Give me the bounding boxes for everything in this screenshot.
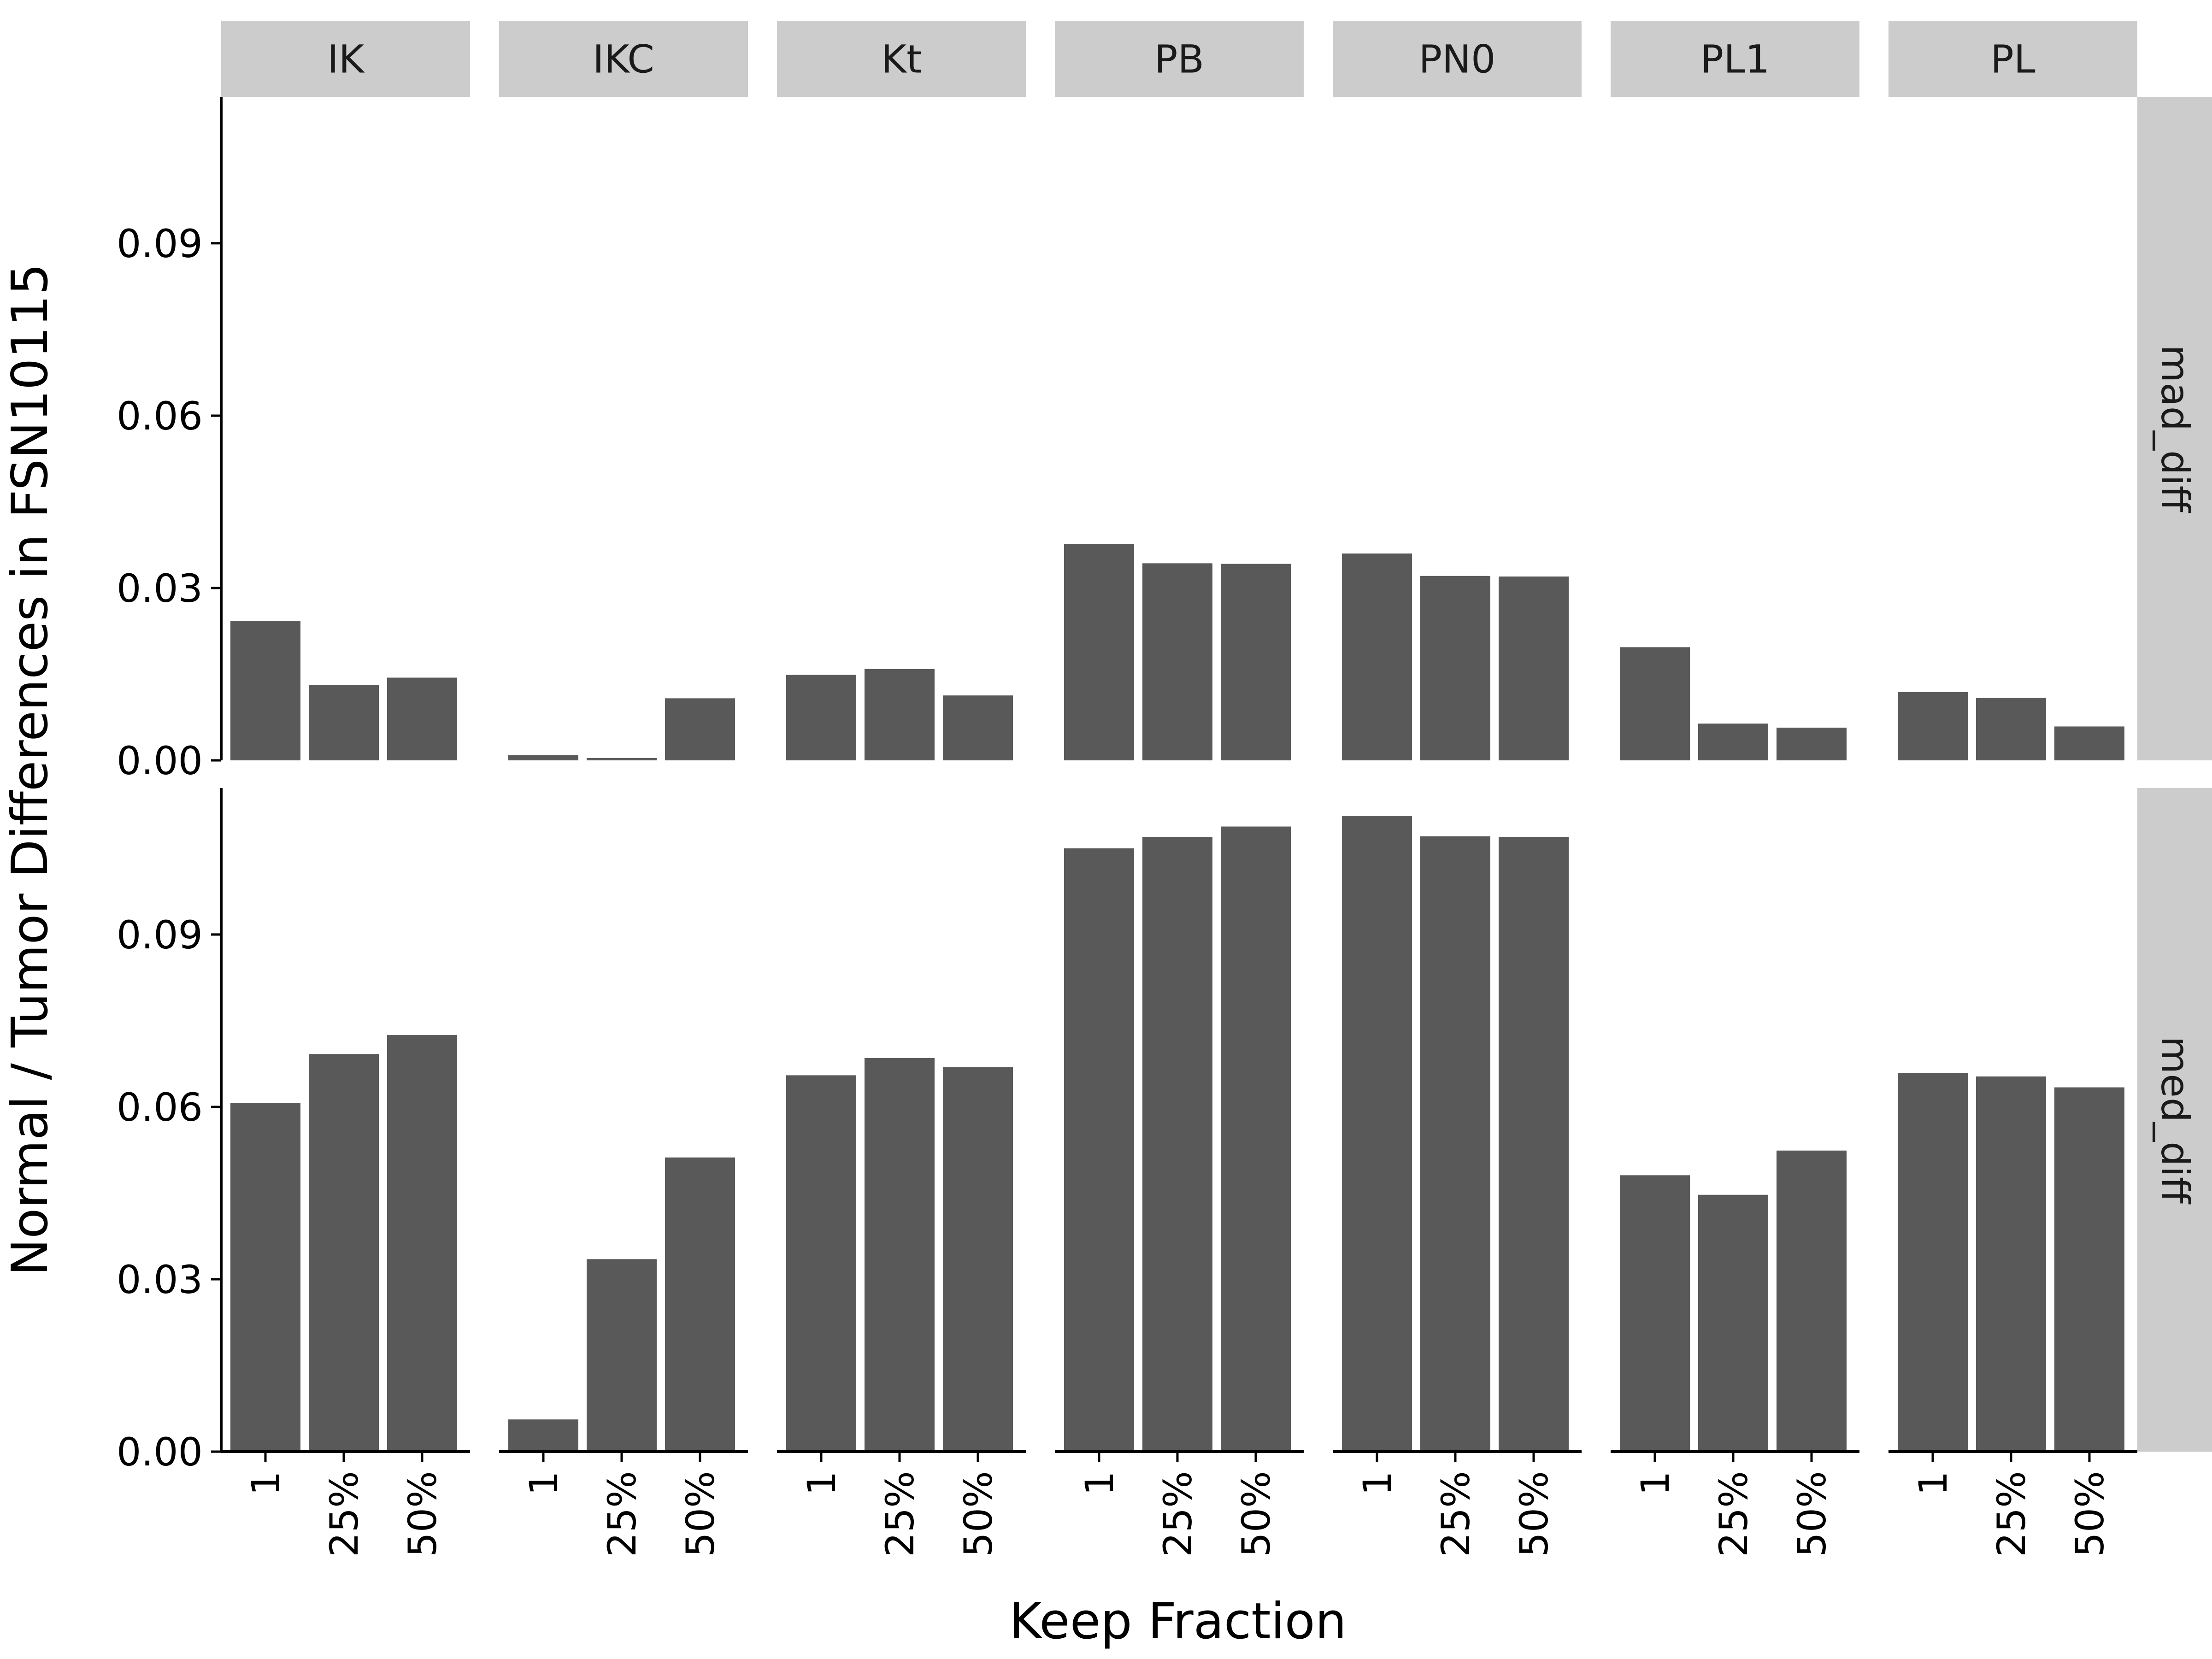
strip-pn0 (1333, 21, 1582, 97)
bar-med-diff-pl1-25 (1698, 1194, 1768, 1452)
y-tick-label-med-diff-0-03: 0.03 (117, 1257, 203, 1302)
bar-mad-diff-pn0-50 (1499, 577, 1569, 760)
bar-mad-diff-pb-25 (1142, 563, 1212, 760)
bar-med-diff-pl-1 (1898, 1073, 1968, 1452)
bar-mad-diff-pl-50 (2054, 726, 2124, 760)
x-tick-label-kt-1: 1 (799, 1471, 844, 1495)
x-axis-title: Keep Fraction (1009, 1593, 1347, 1650)
strip-label-pl1: PL1 (1700, 37, 1770, 82)
bar-med-diff-pb-50 (1221, 826, 1291, 1452)
bar-mad-diff-ikc-25 (587, 758, 657, 760)
strip-label-pl: PL (1990, 37, 2036, 82)
x-tick-label-pl1-25: 25% (1711, 1471, 1756, 1557)
bar-med-diff-pl1-1 (1620, 1175, 1690, 1452)
y-tick-label-mad-diff-0-09: 0.09 (117, 221, 203, 266)
strip-label-mad-diff: mad_diff (2153, 345, 2198, 513)
strip-label-med-diff: med_diff (2153, 1036, 2198, 1204)
strip-pl (1888, 21, 2137, 97)
bar-mad-diff-ikc-1 (508, 755, 578, 760)
bar-mad-diff-pl-25 (1976, 698, 2046, 760)
strip-mad-diff (2137, 97, 2212, 760)
y-tick-label-mad-diff-0-03: 0.03 (117, 566, 203, 611)
x-tick-label-ik-1: 1 (243, 1471, 288, 1495)
bar-med-diff-kt-50 (943, 1067, 1013, 1452)
bar-mad-diff-pl-1 (1898, 692, 1968, 760)
y-tick-label-mad-diff-0-06: 0.06 (117, 394, 203, 439)
bar-med-diff-ik-1 (230, 1103, 300, 1452)
bar-med-diff-pb-25 (1142, 836, 1212, 1452)
x-tick-label-pl-25: 25% (1989, 1471, 2034, 1557)
x-tick-label-pn0-50: 50% (1512, 1471, 1557, 1557)
bar-mad-diff-ik-1 (230, 621, 300, 760)
y-tick-label-med-diff-0-06: 0.06 (117, 1085, 203, 1130)
bar-mad-diff-pl1-1 (1620, 647, 1690, 760)
bar-med-diff-ik-25 (309, 1054, 379, 1452)
strip-kt (777, 21, 1026, 97)
bar-mad-diff-ik-25 (309, 685, 379, 760)
bar-med-diff-kt-25 (865, 1058, 935, 1452)
y-tick-label-med-diff-0-00: 0.00 (117, 1430, 203, 1475)
y-axis-title: Normal / Tumor Differences in FSN10115 (1, 263, 59, 1276)
x-tick-label-pl-1: 1 (1911, 1471, 1956, 1495)
x-tick-label-pn0-25: 25% (1433, 1471, 1478, 1557)
x-tick-label-ikc-1: 1 (521, 1471, 566, 1495)
y-tick-label-mad-diff-0-00: 0.00 (117, 738, 203, 783)
bar-med-diff-pn0-25 (1420, 836, 1490, 1452)
strip-label-pb: PB (1154, 37, 1204, 82)
x-tick-label-ik-50: 50% (400, 1471, 445, 1557)
bar-mad-diff-ik-50 (387, 677, 457, 760)
bar-med-diff-pb-1 (1064, 848, 1134, 1452)
x-tick-label-pb-50: 50% (1234, 1471, 1279, 1557)
bar-med-diff-ikc-25 (587, 1259, 657, 1452)
bar-mad-diff-kt-1 (786, 675, 856, 760)
axes: 0.00 0.03 0.06 0.09 0.00 0.03 0.06 0.09 1 25% 50% 1… (117, 97, 2137, 1557)
bar-med-diff-ikc-1 (508, 1419, 578, 1452)
bar-med-diff-pn0-1 (1342, 816, 1412, 1452)
x-tick-label-kt-25: 25% (877, 1471, 923, 1557)
bar-med-diff-pl-25 (1976, 1076, 2046, 1452)
x-tick-label-kt-50: 50% (956, 1471, 1001, 1557)
x-tick-label-ikc-25: 25% (600, 1471, 645, 1557)
y-tick-label-med-diff-0-09: 0.09 (117, 912, 203, 958)
x-tick-label-pn0-1: 1 (1355, 1471, 1400, 1495)
bar-med-diff-pl-50 (2054, 1087, 2124, 1452)
bar-med-diff-pl1-50 (1777, 1150, 1847, 1452)
strip-ik (221, 21, 470, 97)
x-tick-label-pl-50: 50% (2067, 1471, 2112, 1557)
strip-ikc (499, 21, 748, 97)
bar-mad-diff-pb-50 (1221, 564, 1291, 760)
bar-med-diff-pn0-50 (1499, 836, 1569, 1452)
x-tick-label-ik-25: 25% (322, 1471, 367, 1557)
strip-label-ikc: IKC (593, 37, 654, 82)
strip-pb (1055, 21, 1304, 97)
strip-pl1 (1611, 21, 1859, 97)
bar-mad-diff-pl1-25 (1698, 724, 1768, 760)
strip-label-pn0: PN0 (1419, 37, 1496, 82)
x-tick-label-pb-25: 25% (1155, 1471, 1200, 1557)
bar-mad-diff-kt-50 (943, 695, 1013, 760)
facet-panels (230, 543, 2124, 1452)
bar-mad-diff-pn0-25 (1420, 576, 1490, 760)
strip-label-kt: Kt (881, 37, 922, 82)
x-tick-label-pl1-1: 1 (1633, 1471, 1678, 1495)
bar-mad-diff-ikc-50 (665, 698, 735, 760)
facet-strips: IK IKC Kt PB PN0 PL1 PL mad_diff med_diff (221, 21, 2212, 1452)
bar-mad-diff-pn0-1 (1342, 553, 1412, 760)
x-tick-label-pb-1: 1 (1077, 1471, 1122, 1495)
strip-label-ik: IK (327, 37, 365, 82)
bar-med-diff-ikc-50 (665, 1157, 735, 1452)
strip-med-diff (2137, 788, 2212, 1452)
bar-med-diff-kt-1 (786, 1075, 856, 1452)
bar-med-diff-ik-50 (387, 1035, 457, 1452)
bar-mad-diff-pl1-50 (1777, 727, 1847, 760)
x-tick-label-ikc-50: 50% (678, 1471, 723, 1557)
x-tick-label-pl1-50: 50% (1789, 1471, 1835, 1557)
bar-mad-diff-pb-1 (1064, 543, 1134, 760)
bar-mad-diff-kt-25 (865, 669, 935, 760)
